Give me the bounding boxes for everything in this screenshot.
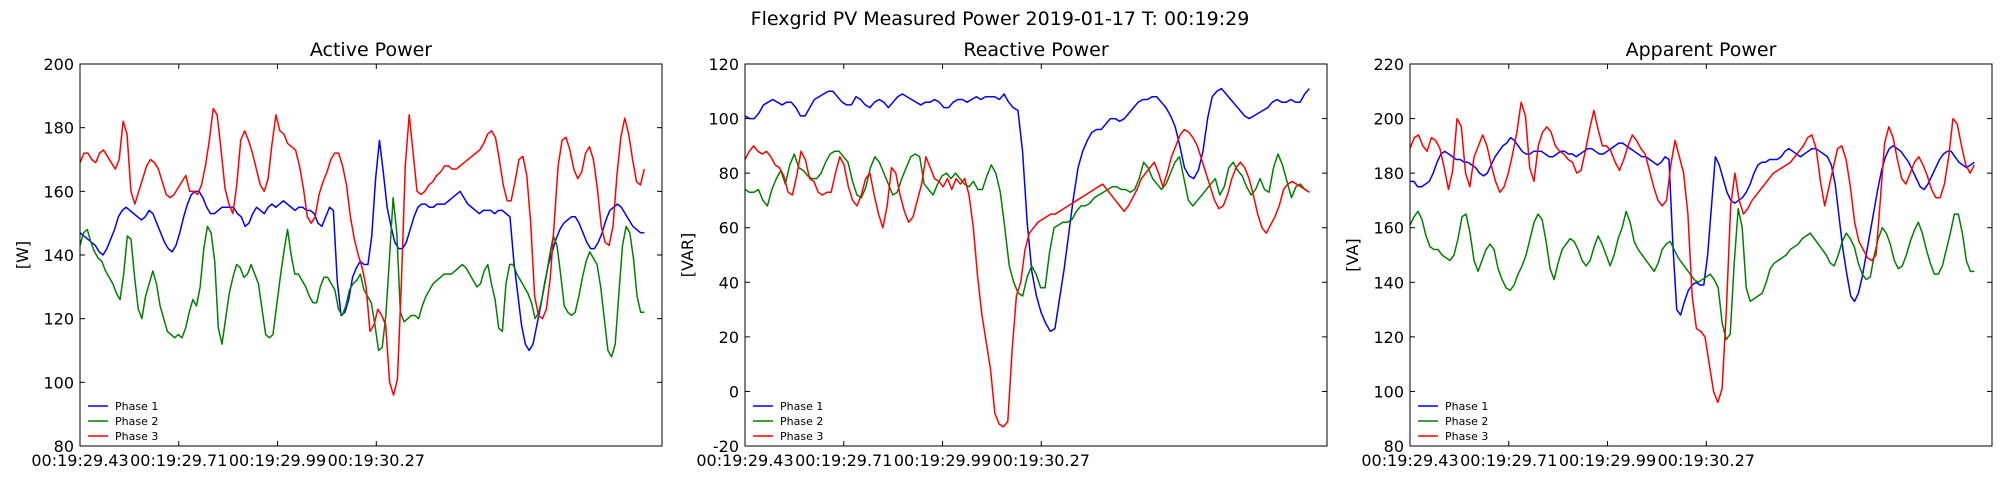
apparent-ytick-label: 120 <box>1373 328 1404 347</box>
apparent-ytick-label: 220 <box>1373 55 1404 74</box>
active-legend: Phase 1 Phase 2 Phase 3 <box>88 400 158 443</box>
active-xtick-label: 00:19:29.43 <box>31 451 128 470</box>
active-legend-label: Phase 3 <box>115 430 158 443</box>
reactive-ytick-label: 20 <box>719 328 739 347</box>
apparent-axes-frame <box>1409 63 1993 447</box>
active-chart-title: Active Power <box>310 39 432 61</box>
active-ytick-label: 180 <box>43 119 74 138</box>
apparent-ytick-label: 100 <box>1373 382 1404 401</box>
active-ylabel: [W] <box>13 241 32 269</box>
reactive-legend-label: Phase 1 <box>780 400 823 413</box>
reactive-ytick-label: -20 <box>713 437 739 456</box>
reactive-power-chart: -20 0 20 40 60 80 100 120 00:19:29.43 00:19:29.71… <box>678 39 1328 470</box>
apparent-series-phase-3 <box>1410 101 1976 404</box>
apparent-legend-label: Phase 3 <box>1445 430 1488 443</box>
apparent-legend-label: Phase 2 <box>1445 415 1488 428</box>
apparent-xtick-label: 00:19:29.99 <box>1559 451 1656 470</box>
active-legend-label: Phase 2 <box>115 415 158 428</box>
apparent-xtick-label: 00:19:29.71 <box>1460 451 1557 470</box>
reactive-xtick-label: 00:19:29.71 <box>795 451 892 470</box>
apparent-ytick-label: 180 <box>1373 164 1404 183</box>
figure-title: Flexgrid PV Measured Power 2019-01-17 T:… <box>751 8 1250 30</box>
reactive-ytick-label: 120 <box>708 55 739 74</box>
reactive-legend-label: Phase 2 <box>780 415 823 428</box>
active-series-phase-1 <box>80 139 645 352</box>
apparent-ytick-label: 140 <box>1373 273 1404 292</box>
reactive-xtick-label: 00:19:30.27 <box>993 451 1090 470</box>
reactive-ytick-label: 60 <box>719 219 739 238</box>
reactive-chart-title: Reactive Power <box>963 39 1108 61</box>
reactive-series-phase-3 <box>745 128 1310 428</box>
active-ytick-label: 100 <box>43 373 74 392</box>
reactive-xtick-label: 00:19:29.43 <box>696 451 793 470</box>
active-ytick-label: 120 <box>43 310 74 329</box>
active-axes-frame <box>79 63 663 447</box>
reactive-xtick-label: 00:19:29.99 <box>894 451 991 470</box>
apparent-legend-label: Phase 1 <box>1445 400 1488 413</box>
apparent-ytick-label: 200 <box>1373 110 1404 129</box>
active-xtick-label: 00:19:29.71 <box>130 451 227 470</box>
reactive-legend: Phase 1 Phase 2 Phase 3 <box>753 400 823 443</box>
active-series-phase-2 <box>80 196 645 358</box>
active-series-phase-3 <box>80 107 646 396</box>
reactive-axes-frame <box>744 63 1328 447</box>
active-ytick-label: 160 <box>43 182 74 201</box>
apparent-xtick-label: 00:19:30.27 <box>1658 451 1755 470</box>
reactive-ytick-label: 100 <box>708 110 739 129</box>
reactive-ytick-label: 80 <box>719 164 739 183</box>
active-xtick-label: 00:19:30.27 <box>328 451 425 470</box>
reactive-legend-label: Phase 3 <box>780 430 823 443</box>
active-ytick-label: 80 <box>54 437 74 456</box>
active-legend-label: Phase 1 <box>115 400 158 413</box>
apparent-chart-title: Apparent Power <box>1626 39 1777 61</box>
reactive-series-phase-2 <box>745 150 1310 297</box>
apparent-legend: Phase 1 Phase 2 Phase 3 <box>1418 400 1488 443</box>
apparent-xtick-label: 00:19:29.43 <box>1361 451 1458 470</box>
apparent-ytick-label: 80 <box>1384 437 1404 456</box>
reactive-series-phase-1 <box>745 87 1310 333</box>
reactive-ylabel: [VAR] <box>678 233 697 277</box>
apparent-ylabel: [VA] <box>1343 238 1362 271</box>
active-ytick-label: 200 <box>43 55 74 74</box>
apparent-series-phase-2 <box>1410 207 1975 341</box>
reactive-ytick-label: 0 <box>729 382 739 401</box>
active-ytick-label: 140 <box>43 246 74 265</box>
apparent-ytick-label: 160 <box>1373 219 1404 238</box>
reactive-ytick-label: 40 <box>719 273 739 292</box>
active-xtick-label: 00:19:29.99 <box>229 451 326 470</box>
